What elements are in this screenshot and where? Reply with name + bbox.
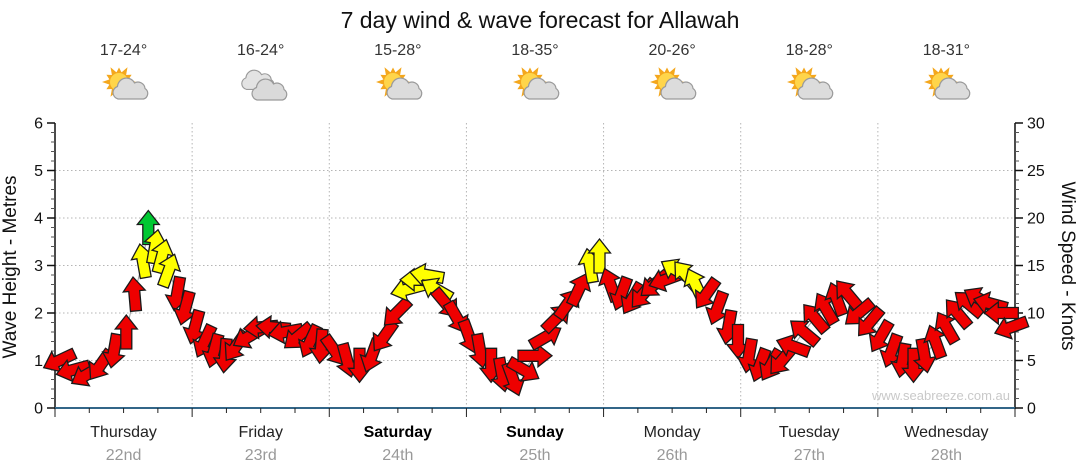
- wave-height-tick: 4: [34, 211, 43, 228]
- date-label: 24th: [382, 447, 413, 464]
- day-label: Tuesday: [779, 424, 840, 441]
- wind-arrow: [565, 272, 592, 308]
- cloud: [660, 77, 697, 100]
- wind-arrow: [983, 300, 1019, 326]
- cloud: [251, 78, 288, 101]
- weather-icon-wrap: [480, 65, 590, 111]
- date-label: 23rd: [245, 447, 277, 464]
- wind-arrow: [789, 320, 822, 349]
- weather-icon-wrap: [206, 65, 316, 111]
- cloud: [523, 77, 560, 100]
- day-label: Monday: [644, 424, 701, 441]
- wave-height-tick: 1: [34, 353, 43, 370]
- day-label: Saturday: [364, 424, 433, 441]
- page-title: 7 day wind & wave forecast for Allawah: [340, 7, 740, 33]
- gridlines: [55, 123, 1015, 408]
- wind-arrow: [122, 276, 147, 313]
- wind-speed-tick: 15: [1027, 258, 1045, 275]
- wind-arrow: [993, 315, 1030, 340]
- wind-speed-tick: 5: [1027, 353, 1036, 370]
- axes: 0 1 2 3 4 5 6 0 5 10 15 20 25 30: [34, 116, 1045, 418]
- partly-cloudy-icon: [924, 67, 971, 100]
- weather-icon-wrap: [891, 65, 1001, 111]
- watermark: www.seabreeze.com.au: [871, 388, 1010, 403]
- day-label: Friday: [238, 424, 282, 441]
- cloud: [934, 77, 971, 100]
- cloud: [111, 77, 148, 100]
- wind-arrow: [101, 332, 126, 369]
- weather-icon-wrap: [69, 65, 179, 111]
- day-forecast-header: 17-24°: [69, 41, 179, 111]
- day-forecast-header: 16-24°: [206, 41, 316, 111]
- date-label: 25th: [519, 447, 550, 464]
- wind-speed-tick: 10: [1027, 306, 1045, 323]
- day-forecast-header: 18-28°: [754, 41, 864, 111]
- cloud: [386, 77, 423, 100]
- date-label: 28th: [931, 447, 962, 464]
- wind-arrow: [505, 355, 540, 382]
- day-forecast-header: 15-28°: [343, 41, 453, 111]
- temp-range: 18-35°: [511, 42, 559, 59]
- weather-icon-wrap: [617, 65, 727, 111]
- wave-height-tick: 2: [34, 306, 43, 323]
- wind-arrow: [934, 311, 961, 346]
- wind-arrow: [694, 276, 722, 309]
- partly-cloudy-icon: [787, 67, 834, 100]
- day-forecast-header: 20-26°: [617, 41, 727, 111]
- temp-range: 17-24°: [99, 42, 148, 59]
- cloud: [797, 77, 834, 100]
- partly-cloudy-icon: [101, 67, 148, 100]
- day-label: Sunday: [506, 424, 564, 441]
- wind-arrow: [156, 253, 182, 289]
- wind-arrow: [857, 305, 886, 337]
- wind-speed-tick: 25: [1027, 163, 1045, 180]
- wave-height-tick: 5: [34, 163, 43, 180]
- temp-range: 18-28°: [785, 42, 833, 59]
- wind-arrow: [383, 296, 414, 326]
- wave-height-tick: 0: [34, 401, 43, 418]
- cloudy-icon: [240, 69, 288, 101]
- temp-range: 15-28°: [374, 42, 422, 59]
- temp-range: 20-26°: [648, 42, 696, 59]
- right-axis-label: Wind Speed - Knots: [1057, 182, 1078, 351]
- wind-arrow: [587, 237, 612, 274]
- partly-cloudy-icon: [513, 67, 560, 100]
- temp-range: 18-31°: [922, 42, 971, 59]
- day-labels: Thursday 22nd Friday 23rd Saturday 24th Sunday…: [90, 424, 988, 464]
- day-forecast-header: 18-31°: [891, 41, 1001, 111]
- date-label: 26th: [657, 447, 688, 464]
- wave-height-tick: 6: [34, 116, 43, 133]
- left-axis-label: Wave Height - Metres: [0, 175, 21, 358]
- partly-cloudy-icon: [375, 67, 423, 100]
- day-label: Wednesday: [904, 424, 988, 441]
- wind-speed-tick: 30: [1027, 116, 1045, 133]
- temp-range: 16-24°: [237, 42, 285, 59]
- date-label: 22nd: [106, 447, 142, 464]
- weather-icon-wrap: [754, 65, 864, 111]
- day-label: Thursday: [90, 424, 157, 441]
- weather-icon-wrap: [343, 65, 453, 111]
- wind-speed-tick: 20: [1027, 211, 1045, 228]
- date-label: 27th: [794, 447, 825, 464]
- wind-speed-tick: 0: [1027, 401, 1036, 418]
- wind-arrow: [113, 313, 139, 350]
- wave-height-tick: 3: [34, 258, 43, 275]
- wind-arrows: [42, 209, 1030, 397]
- day-forecast-header: 18-35°: [480, 41, 590, 111]
- partly-cloudy-icon: [650, 67, 697, 100]
